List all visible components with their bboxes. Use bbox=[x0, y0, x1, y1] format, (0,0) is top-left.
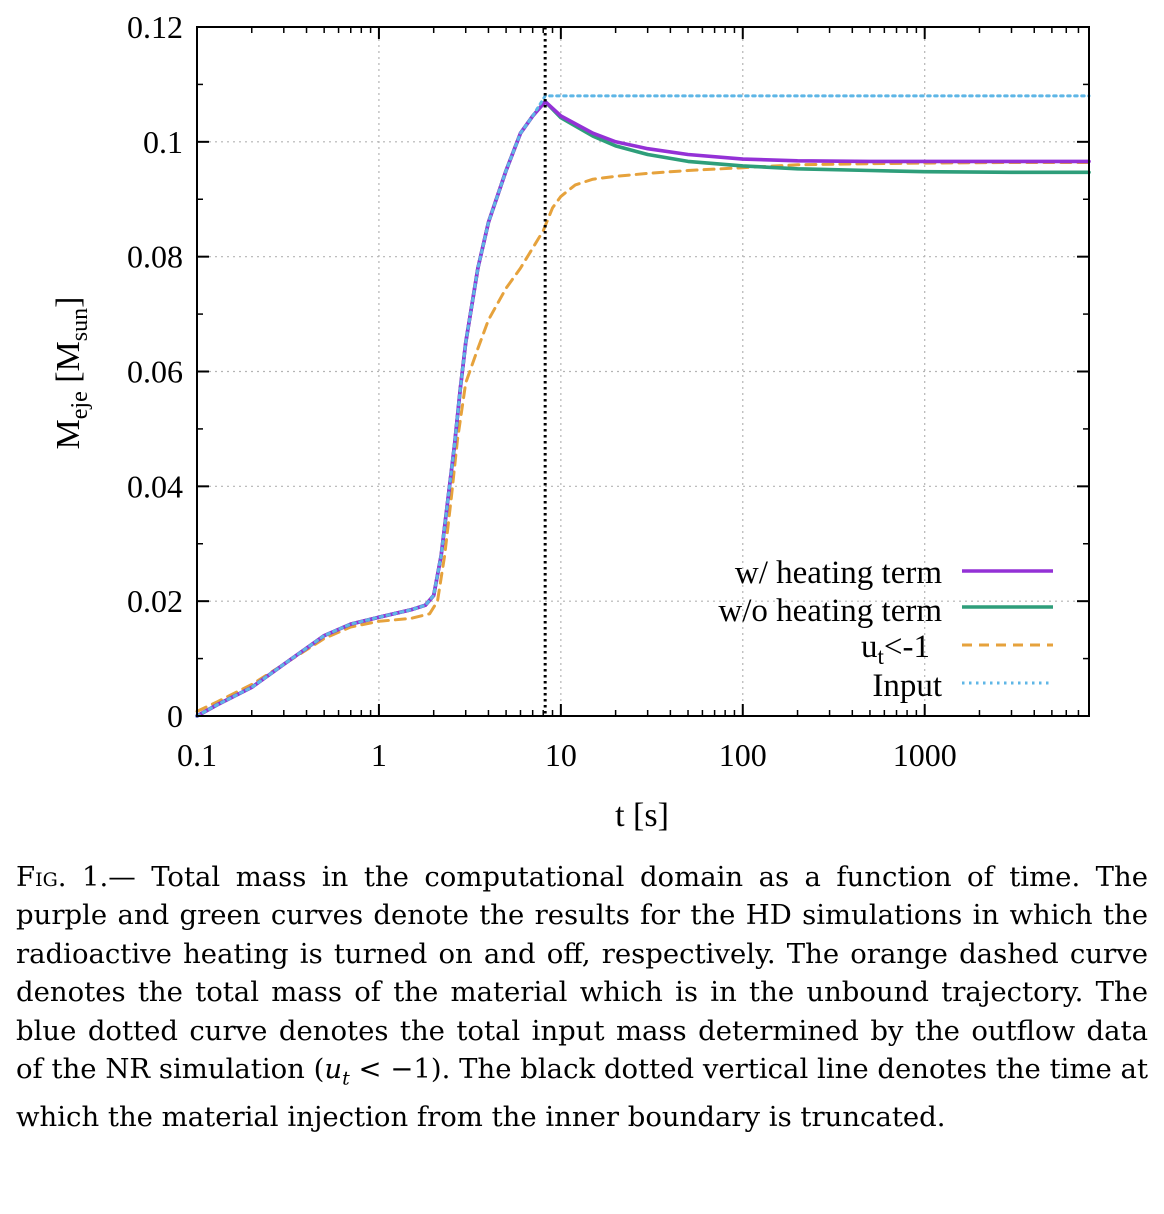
y-tick-label: 0.06 bbox=[127, 354, 183, 390]
y-tick-label: 0.02 bbox=[127, 583, 183, 619]
figure-caption: Fig. 1.— Total mass in the computational… bbox=[16, 858, 1148, 1136]
y-tick-label: 0.04 bbox=[127, 468, 183, 504]
caption-text-1: Total mass in the computational domain a… bbox=[16, 861, 1148, 1086]
legend-label-unbound-rest: <-1 bbox=[884, 629, 930, 665]
series-line-1 bbox=[195, 99, 1091, 718]
series-lines bbox=[195, 94, 1091, 718]
y-axis-label-sub: eje bbox=[67, 391, 93, 419]
plot-frame bbox=[196, 26, 1090, 717]
tick-labels: 0 0.02 0.04 0.06 0.08 0.1 0.12 0.1 1 10 100 1000 bbox=[127, 9, 957, 773]
y-axis-label-base: M bbox=[50, 419, 87, 449]
grid-lines bbox=[197, 27, 1089, 716]
x-axis-label: t [s] bbox=[615, 797, 669, 834]
y-tick-label: 0.1 bbox=[143, 124, 183, 160]
series-line-3 bbox=[195, 94, 1091, 718]
y-tick-label: 0 bbox=[167, 698, 183, 734]
legend-label-unbound-sub: t bbox=[878, 644, 885, 669]
caption-math-rest: < −1 bbox=[349, 1053, 431, 1086]
x-tick-label: 100 bbox=[719, 737, 767, 773]
y-axis-label-unit-close: ] bbox=[50, 297, 87, 308]
caption-math-sub: t bbox=[342, 1067, 350, 1090]
legend-label-unbound: ut<-1 bbox=[861, 629, 930, 669]
caption-figure-label: Fig. 1. bbox=[16, 861, 109, 893]
mass-vs-time-chart: 0 0.02 0.04 0.06 0.08 0.1 0.12 0.1 1 10 100 1000 t … bbox=[50, 9, 1091, 834]
legend-label-heating: w/ heating term bbox=[735, 555, 942, 591]
legend: w/ heating term w/o heating term ut<-1 I… bbox=[718, 555, 1053, 704]
series-line-0 bbox=[195, 99, 1091, 718]
legend-label-unbound-base: u bbox=[861, 629, 878, 665]
y-tick-label: 0.12 bbox=[127, 9, 183, 45]
y-axis-label-unit-open: [ bbox=[50, 371, 87, 391]
legend-label-no-heating: w/o heating term bbox=[718, 593, 942, 629]
x-tick-label: 0.1 bbox=[177, 737, 217, 773]
caption-dash: — bbox=[108, 861, 136, 893]
y-axis-label-unit: M bbox=[50, 341, 87, 371]
y-tick-label: 0.08 bbox=[127, 239, 183, 275]
legend-label-input: Input bbox=[872, 668, 942, 704]
caption-math-var: u bbox=[324, 1053, 343, 1086]
caption-text-2: ). The black dotted vertical line denote… bbox=[16, 1053, 1148, 1133]
x-tick-label: 1 bbox=[371, 737, 387, 773]
y-axis-label: Meje [Msun] bbox=[50, 297, 93, 450]
x-tick-label: 10 bbox=[545, 737, 577, 773]
y-axis-label-unit-sub: sun bbox=[67, 308, 93, 341]
x-tick-label: 1000 bbox=[893, 737, 957, 773]
series-line-2 bbox=[195, 161, 1091, 713]
